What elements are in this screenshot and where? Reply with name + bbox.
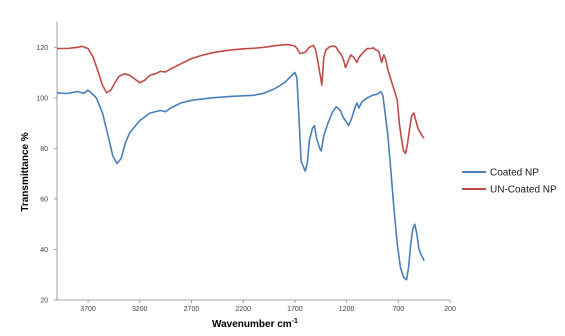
x-tick-label: 1200 bbox=[339, 306, 355, 313]
legend-label-coated-np: Coated NP bbox=[490, 168, 539, 179]
x-tick-label: 3200 bbox=[132, 306, 148, 313]
y-tick-label: 60 bbox=[40, 196, 48, 203]
series-line-coated-np bbox=[56, 71, 425, 281]
y-tick-label: 120 bbox=[36, 45, 48, 52]
y-tick-label: 40 bbox=[40, 247, 48, 254]
x-tick-label: 200 bbox=[444, 306, 456, 313]
x-tick-label: 700 bbox=[392, 306, 404, 313]
series-lines bbox=[56, 43, 425, 281]
y-tick-label: 80 bbox=[40, 146, 48, 153]
x-tick-label: 1700 bbox=[287, 306, 303, 313]
series-line-un-coated-np bbox=[57, 43, 425, 155]
x-axis-title: Wavenumber cm-1 bbox=[212, 318, 298, 330]
x-tick-label: 2700 bbox=[184, 306, 200, 313]
y-tick-label: 100 bbox=[36, 95, 48, 102]
legend-label-un-coated-np: UN-Coated NP bbox=[490, 185, 557, 196]
tick-labels: 20 40 60 80 100 120 3700 3200 2700 2200 1700 1200 70… bbox=[36, 45, 456, 313]
y-tick-label: 20 bbox=[40, 298, 48, 305]
y-axis-title: Transmittance % bbox=[20, 132, 31, 212]
x-tick-label: 3700 bbox=[80, 306, 96, 313]
legend: Coated NP UN-Coated NP bbox=[462, 168, 557, 196]
axes bbox=[54, 22, 451, 303]
x-tick-label: 2200 bbox=[235, 306, 251, 313]
x-axis-title-text: Wavenumber cm bbox=[212, 319, 292, 330]
x-axis-title-superscript: -1 bbox=[292, 318, 298, 325]
